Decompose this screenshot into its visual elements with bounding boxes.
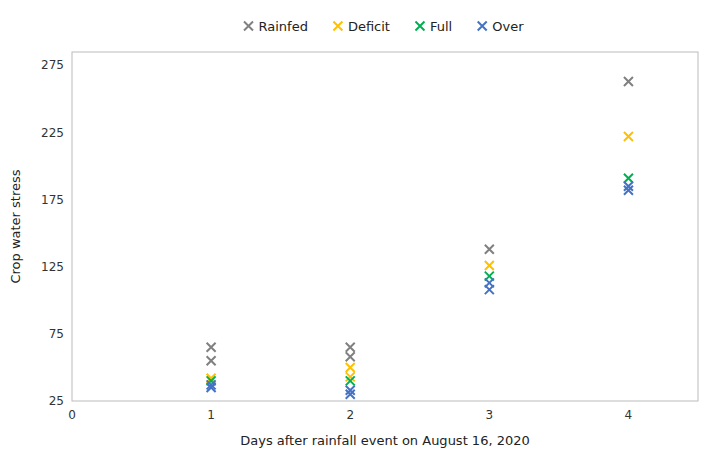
scatter-point <box>346 343 355 352</box>
scatter-point <box>624 132 633 141</box>
chart: 0 1 2 3 4 25 75 125 175 225 275 Days after rainfall… <box>0 0 720 459</box>
scatter-point <box>485 245 494 254</box>
series-group <box>207 182 633 399</box>
scatter-point <box>624 174 633 183</box>
x-tick-label: 0 <box>68 408 76 422</box>
y-tick-label: 125 <box>41 260 64 274</box>
scatter-point <box>346 376 355 385</box>
legend-label: Full <box>430 19 452 34</box>
x-tick-label: 1 <box>207 408 215 422</box>
series-group <box>207 77 633 365</box>
x-tick-label: 4 <box>625 408 633 422</box>
scatter-point <box>207 343 216 352</box>
y-tick-label: 25 <box>49 394 64 408</box>
series-group <box>207 132 633 383</box>
scatter-point <box>485 278 494 287</box>
legend-item: Full <box>415 19 452 34</box>
plot-frame <box>72 52 698 401</box>
scatter-point <box>624 77 633 86</box>
scatter-point <box>346 386 355 395</box>
legend-item: Over <box>478 19 524 34</box>
scatter-point <box>346 363 355 372</box>
y-axis-label: Crop water stress <box>8 169 23 283</box>
y-tick-label: 275 <box>41 58 64 72</box>
scatter-point <box>346 352 355 361</box>
legend-label: Rainfed <box>259 19 308 34</box>
legend-item: Rainfed <box>244 19 308 34</box>
x-axis-label: Days after rainfall event on August 16, … <box>240 433 530 448</box>
legend-label: Over <box>492 19 524 34</box>
y-tick-label: 75 <box>49 327 64 341</box>
series-group <box>207 174 633 386</box>
scatter-point <box>207 356 216 365</box>
legend-swatch <box>478 22 487 31</box>
chart-container: 0 1 2 3 4 25 75 125 175 225 275 Days after rainfall… <box>0 0 720 459</box>
plot-marks <box>207 77 633 399</box>
legend-swatch <box>415 22 424 31</box>
legend: Rainfed Deficit Full Over <box>244 19 524 34</box>
x-tick-label: 2 <box>346 408 354 422</box>
scatter-point <box>624 182 633 191</box>
y-tick-label: 225 <box>41 126 64 140</box>
scatter-point <box>207 380 216 389</box>
legend-item: Deficit <box>333 19 390 34</box>
scatter-point <box>485 261 494 270</box>
x-tick-label: 3 <box>486 408 494 422</box>
legend-swatch <box>244 22 253 31</box>
y-tick-label: 175 <box>41 193 64 207</box>
legend-label: Deficit <box>348 19 390 34</box>
legend-swatch <box>333 22 342 31</box>
